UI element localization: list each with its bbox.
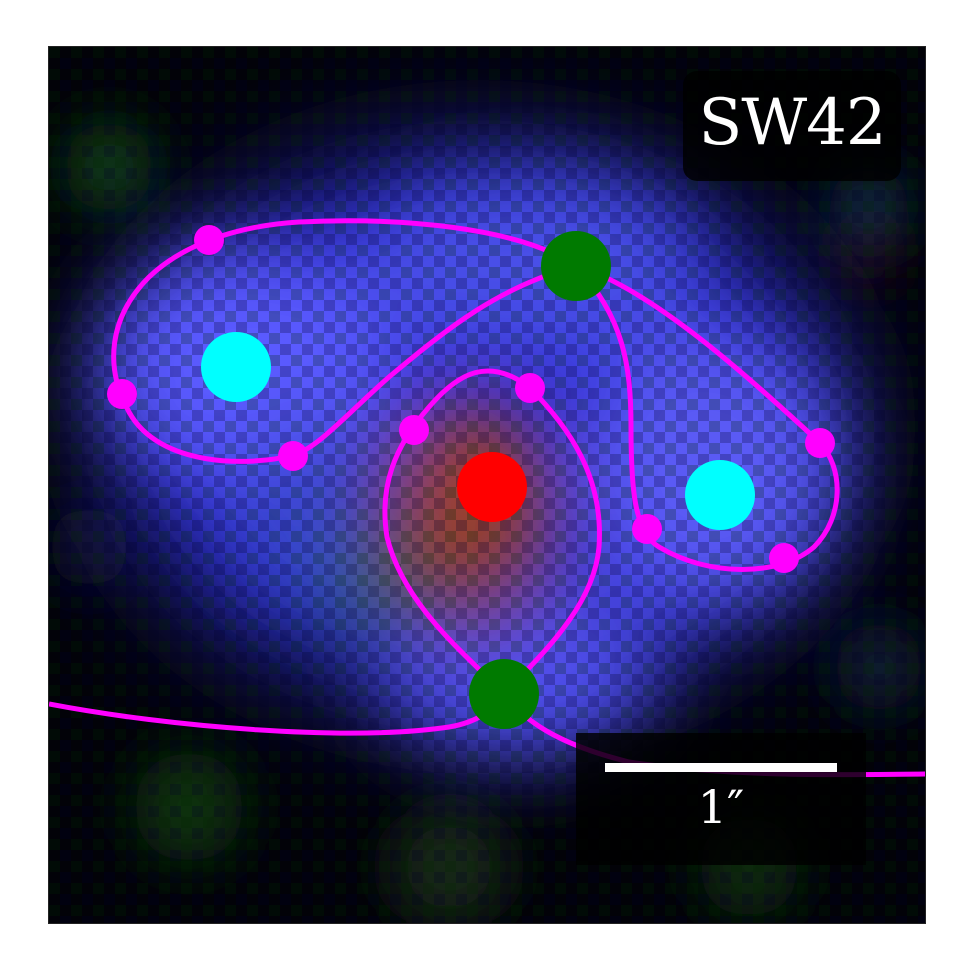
image-point-marker	[805, 428, 835, 458]
object-name-box: SW42	[683, 71, 901, 181]
source-marker	[201, 332, 271, 402]
image-point-marker	[399, 415, 429, 445]
critical-curve-left-lobe	[111, 218, 582, 464]
astronomy-image-panel: SW42 1″	[48, 46, 926, 924]
source-positions	[201, 332, 755, 530]
object-name-label: SW42	[698, 86, 886, 160]
image-point-marker	[632, 514, 662, 544]
critical-curve-right-lobe	[567, 261, 840, 572]
image-point-marker	[194, 225, 224, 255]
critical-curve-central-loop	[382, 368, 602, 698]
image-point-marker	[515, 373, 545, 403]
critical-points	[469, 231, 611, 729]
scale-bar-label: 1″	[697, 780, 745, 834]
critical-point-marker	[469, 659, 539, 729]
lens-galaxy-marker	[457, 452, 527, 522]
critical-point-marker	[541, 231, 611, 301]
image-point-marker	[278, 441, 308, 471]
color-composite-image	[49, 47, 925, 923]
image-points	[107, 225, 835, 573]
scale-bar	[605, 763, 837, 772]
source-marker	[685, 460, 755, 530]
image-point-marker	[769, 543, 799, 573]
scale-bar-box: 1″	[576, 733, 866, 865]
image-point-marker	[107, 379, 137, 409]
